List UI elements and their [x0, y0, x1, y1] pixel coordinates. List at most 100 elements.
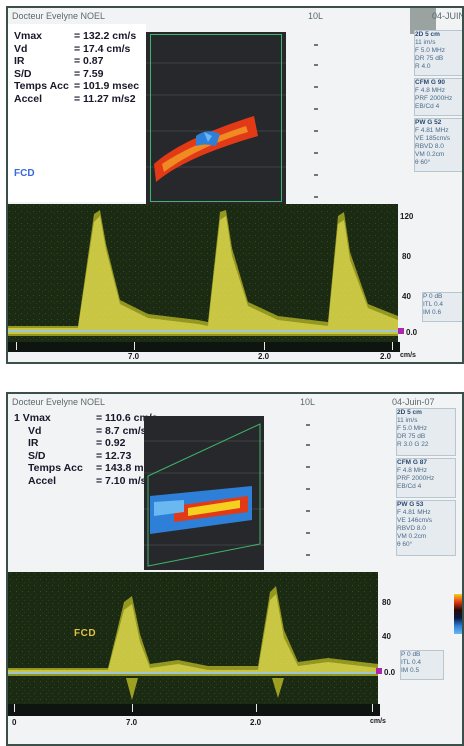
power-settings-box: P 0 dB ITL 0.4 IM 0.6 [422, 292, 462, 322]
time-label: 2.0 [250, 718, 262, 727]
setting-line: EB/Cd 4 [415, 103, 440, 110]
depth-scale [314, 34, 318, 204]
setting-line: VM 0.2cm [415, 151, 445, 158]
probe-label: 10L [300, 397, 316, 407]
meas-value: = 101.9 msec [74, 80, 140, 93]
corner-marker [410, 8, 436, 34]
setting-line: PRF 2000Hz [397, 475, 435, 482]
velocity-scale-label: 40 [402, 292, 411, 301]
meas-label: Vd [14, 42, 28, 55]
setting-line: IM 0.5 [401, 667, 420, 674]
b-mode-image [144, 416, 264, 570]
doppler-spectrum [8, 204, 398, 342]
cfm-settings-box: CFM G 90 F 4.8 MHz PRF 2000Hz EB/Cd 4 [414, 78, 462, 116]
time-unit-label: cm/s [370, 718, 386, 725]
exam-date: 04-Juin-07 [392, 397, 435, 407]
depth-scale [306, 416, 310, 576]
pw-settings-box: PW G 53 F 4.81 MHz VE 146cm/s RBVD 8.0 V… [396, 500, 456, 556]
setting-line: PRF 2000Hz [415, 95, 453, 102]
setting-line: F 4.8 MHz [397, 467, 427, 474]
time-label: 7.0 [126, 718, 138, 727]
setting-line: PW G 53 [397, 501, 424, 508]
meas-value: = 7.10 m/s2 [96, 474, 153, 487]
2d-settings-box: 2D 5 cm 11 im/s F 5.0 MHz DR 75 dB R 3.0… [396, 408, 456, 456]
meas-label: Vmax [14, 30, 43, 42]
time-axis [8, 704, 380, 716]
velocity-scale-label: 0.0 [384, 668, 396, 677]
2d-settings-box: 2D 5 cm 11 im/s F 5.0 MHz DR 75 dB R 4.0 [414, 30, 462, 76]
meas-value: = 110.6 cm/s [96, 412, 158, 424]
time-label: 2.0 [258, 352, 270, 361]
time-axis [8, 342, 400, 352]
time-label: 7.0 [128, 352, 140, 361]
header-bar: Docteur Evelyne NOEL 10L 04-JUIN-07 [8, 8, 462, 24]
meas-label: S/D [28, 449, 46, 462]
setting-line: DR 75 dB [397, 433, 426, 440]
color-flow-vessel [150, 486, 252, 534]
setting-line: 11 im/s [397, 417, 418, 424]
setting-line: F 5.0 MHz [397, 425, 427, 432]
meas-label: Vd [28, 424, 42, 437]
baseline [8, 672, 378, 674]
setting-line: 2D 5 cm [415, 31, 440, 38]
color-box-outline [147, 423, 261, 567]
setting-line: 11 im/s [415, 39, 436, 46]
doppler-panel-bottom: Docteur Evelyne NOEL 10L 04-Juin-07 1 Vm… [6, 392, 464, 746]
measurement-box [8, 24, 146, 202]
setting-line: EB/Cd 4 [397, 483, 422, 490]
setting-line: IM 0.6 [423, 309, 442, 316]
exam-date: 04-JUIN-07 [432, 11, 462, 21]
setting-line: θ 60° [397, 541, 413, 548]
velocity-scale-label: 120 [400, 212, 414, 221]
time-unit-label: cm/s [400, 352, 416, 359]
setting-line: F 4.8 MHz [415, 87, 445, 94]
meas-value: = 17.4 cm/s [74, 42, 131, 55]
setting-line: P 0 dB [423, 293, 443, 300]
spectral-waveform [8, 204, 398, 342]
meas-value: = 7.59 [74, 67, 104, 80]
setting-line: VE 185cm/s [415, 135, 451, 142]
header-bar: Docteur Evelyne NOEL 10L 04-Juin-07 [8, 394, 462, 410]
setting-line: VE 146cm/s [397, 517, 433, 524]
velocity-scale-label: 40 [382, 632, 391, 641]
setting-line: θ 60° [415, 159, 431, 166]
color-box-outline [150, 34, 282, 202]
baseline-marker [376, 668, 382, 674]
setting-line: F 4.81 MHz [415, 127, 449, 134]
physician-name: Docteur Evelyne NOEL [12, 397, 106, 407]
setting-line: PW G 52 [415, 119, 442, 126]
meas-value: = 12.73 [96, 449, 132, 462]
probe-label: 10L [308, 11, 324, 21]
setting-line: RBVD 8.0 [397, 525, 426, 532]
velocity-scale-label: 80 [382, 598, 391, 607]
meas-label: Accel [28, 474, 57, 487]
physician-name: Docteur Evelyne NOEL [12, 11, 106, 21]
meas-label: 1 Vmax [14, 412, 51, 424]
setting-line: CFM G 87 [397, 459, 427, 466]
doppler-panel-top: Docteur Evelyne NOEL 10L 04-JUIN-07 Vmax… [6, 6, 464, 364]
power-settings-box: P 0 dB ITL 0.4 IM 0.5 [400, 650, 444, 680]
doppler-spectrum [8, 572, 378, 704]
time-label: 2.0 [380, 352, 392, 361]
setting-line: F 5.0 MHz [415, 47, 445, 54]
cfm-settings-box: CFM G 87 F 4.8 MHz PRF 2000Hz EB/Cd 4 [396, 458, 456, 498]
spectral-waveform [8, 572, 378, 704]
velocity-scale-label: 0.0 [406, 328, 418, 337]
measurement-list: Vmax = 132.2 cm/s Vd = 17.4 cm/s IR = 0.87 … [14, 30, 139, 106]
setting-line: 2D 5 cm [397, 409, 422, 416]
baseline-marker [398, 328, 404, 334]
meas-value: = 0.92 [96, 437, 126, 450]
velocity-scale-label: 80 [402, 252, 411, 261]
meas-value: = 8.7 cm/s [96, 424, 147, 437]
setting-line: ITL 0.4 [423, 301, 443, 308]
meas-label: IR [14, 55, 25, 68]
color-scale-bar [454, 594, 462, 634]
meas-value: = 11.27 m/s2 [74, 92, 136, 105]
baseline [8, 330, 398, 332]
setting-line: CFM G 90 [415, 79, 445, 86]
meas-label: S/D [14, 67, 32, 80]
meas-value: = 0.87 [74, 55, 104, 68]
setting-line: ITL 0.4 [401, 659, 421, 666]
meas-value: = 132.2 cm/s [74, 30, 137, 42]
b-mode-image [146, 32, 286, 204]
